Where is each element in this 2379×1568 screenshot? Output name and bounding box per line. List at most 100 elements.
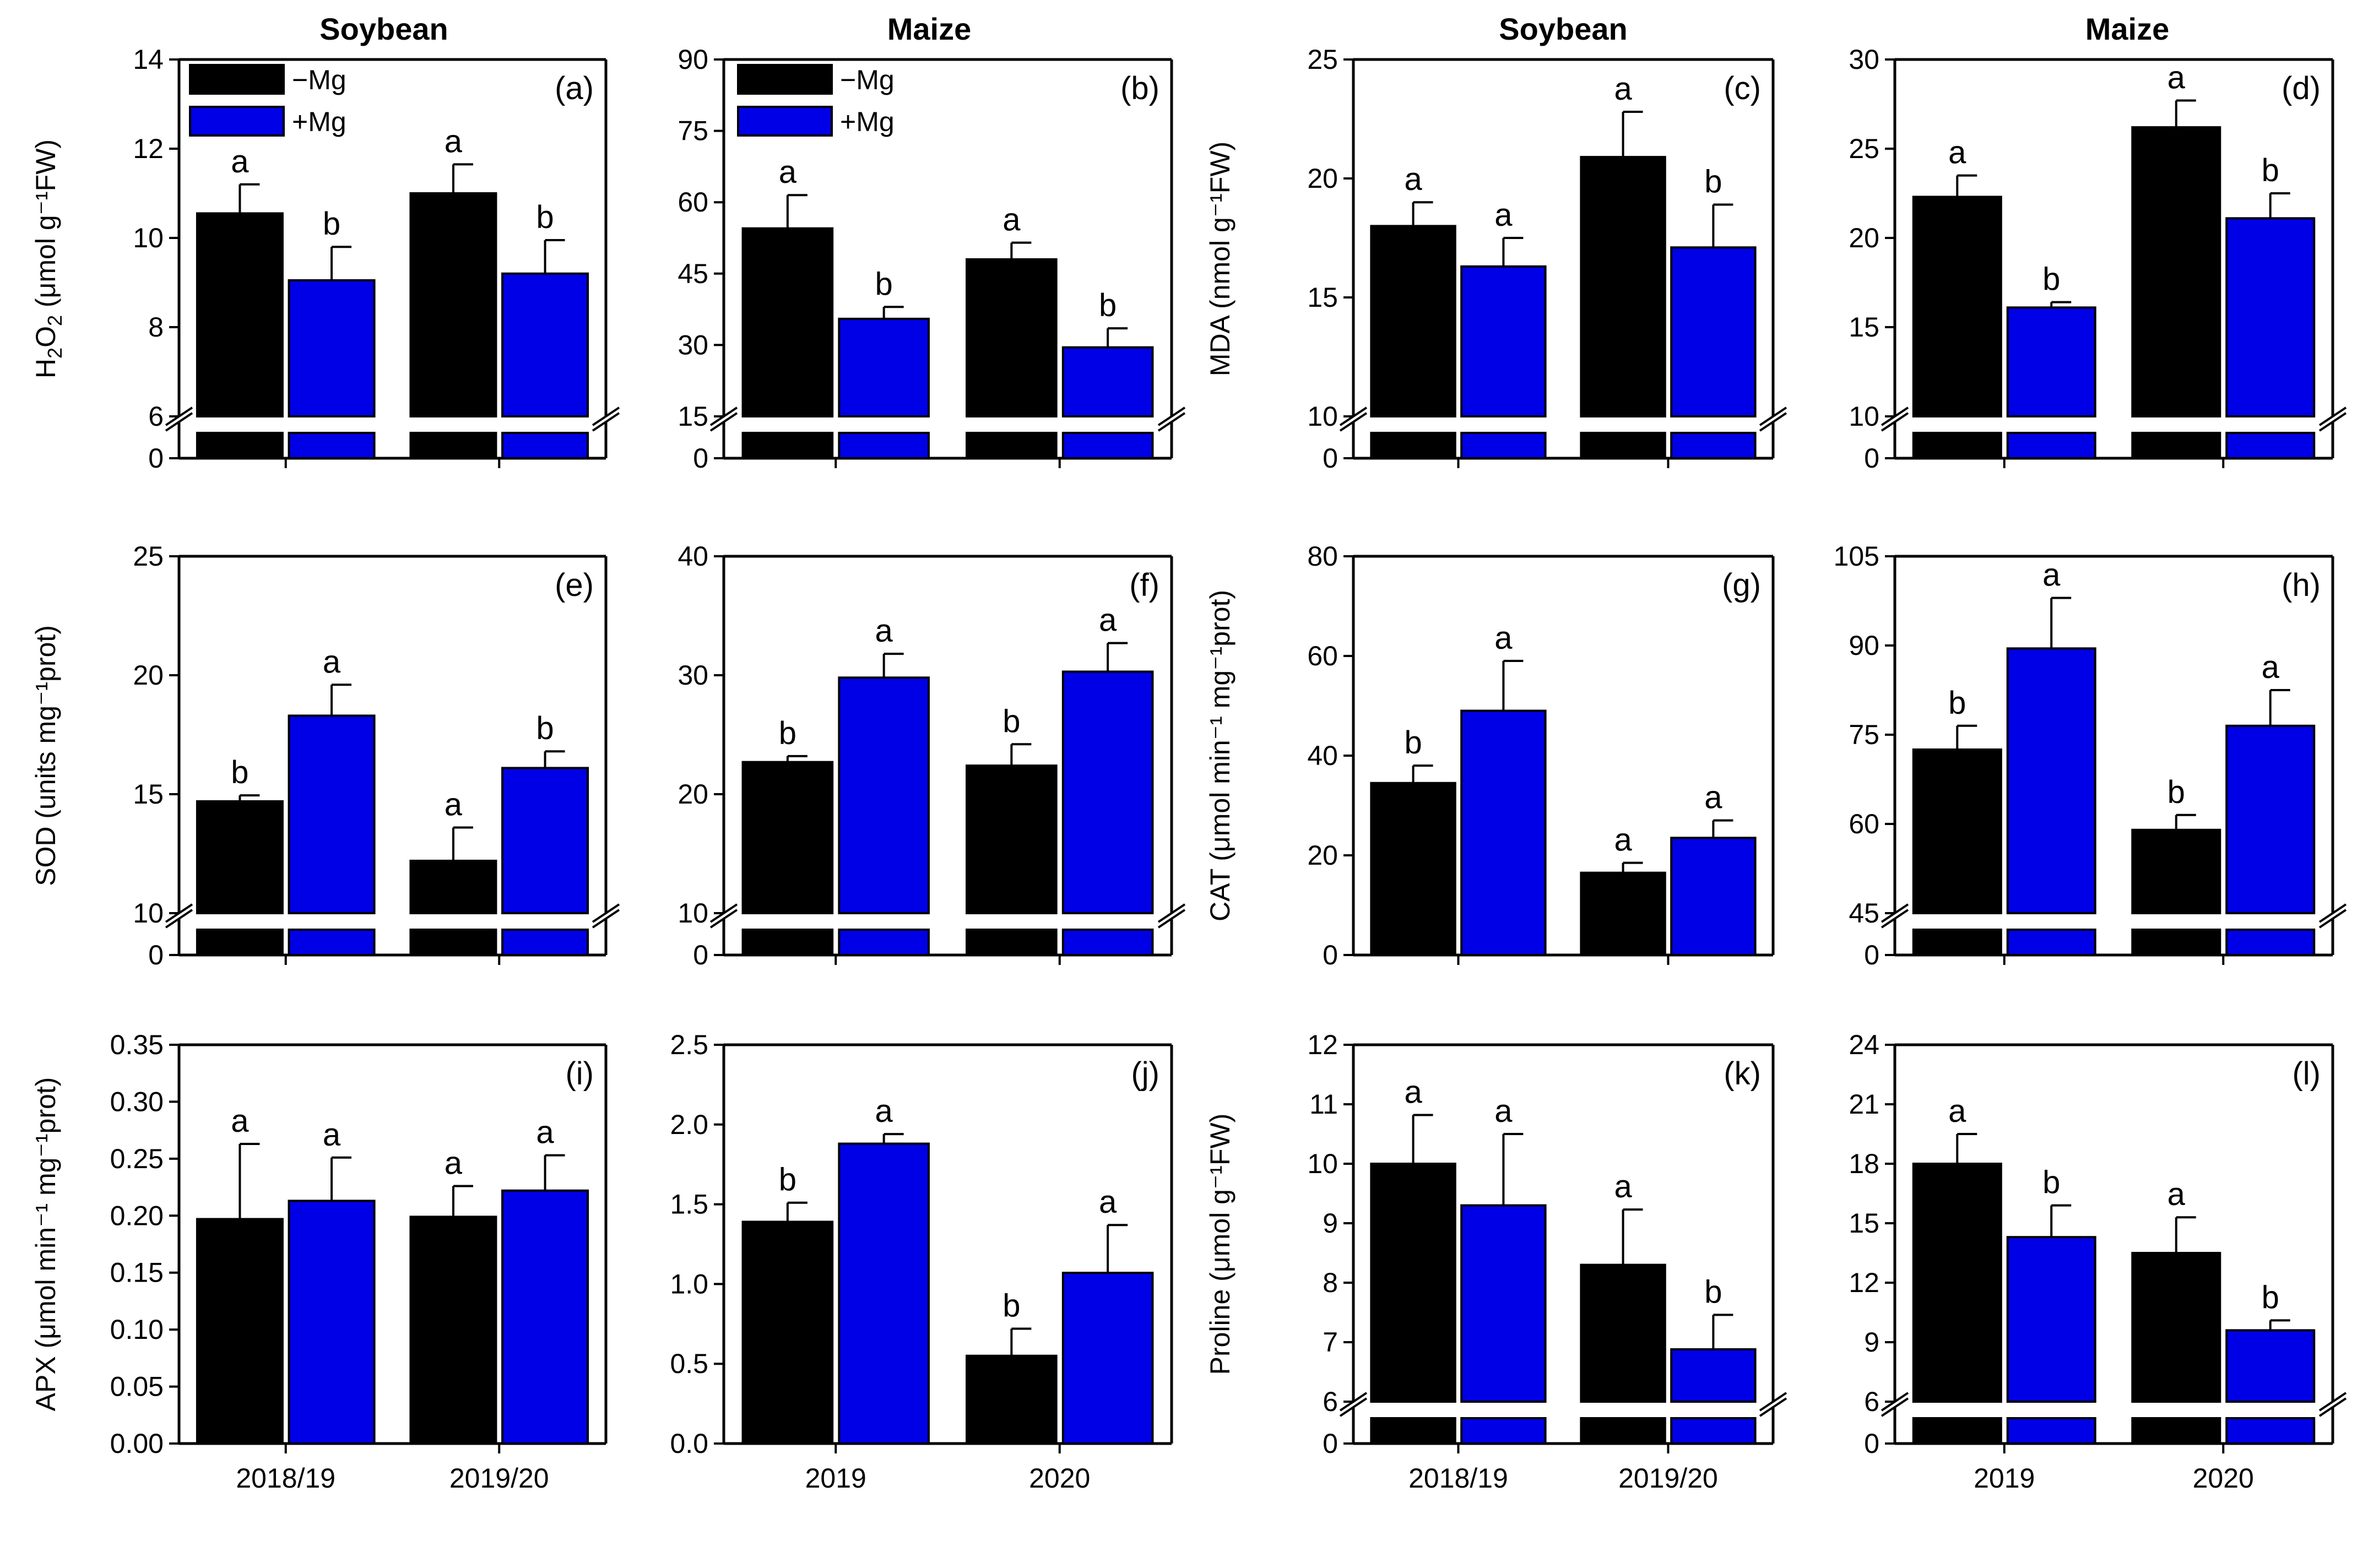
bar	[1370, 782, 1456, 957]
bar-stub	[1580, 1417, 1666, 1445]
bar-stub	[2131, 432, 2221, 459]
y-tick-label: 0	[693, 443, 708, 474]
break-mark-right	[2318, 909, 2347, 929]
y-tick-label: 15	[133, 779, 164, 810]
bar-stub	[1580, 432, 1666, 459]
significance-letter: a	[1948, 1093, 1966, 1129]
significance-letter: a	[779, 154, 797, 190]
bar	[966, 764, 1058, 915]
break-mark-left	[1881, 909, 1909, 929]
column-title-2: Maize	[887, 12, 972, 46]
bar-stub	[966, 432, 1058, 459]
y-tick-label: 0	[1864, 940, 1879, 970]
y-tick-label: 0	[1864, 1428, 1879, 1459]
y-tick-label: 6	[1323, 1386, 1338, 1417]
y-tick-label: 12	[1849, 1267, 1879, 1298]
panel-label: (d)	[2282, 70, 2321, 106]
panel-e: 10 15 20 25 0 b a a b (e) SOD (units mg⁻¹prot)	[30, 541, 622, 970]
panel-j: 0.0 0.5 1.0 1.5 2.0 2.5 2019 b a 2020 b a (j)	[670, 1029, 1173, 1494]
significance-letter: a	[1948, 135, 1966, 171]
bar	[501, 767, 589, 914]
bar-stub	[1912, 1417, 2002, 1445]
y-tick-label: 20	[678, 779, 708, 810]
y-tick-label: 40	[1307, 740, 1338, 771]
break-mark-left-gap	[1878, 417, 1911, 421]
y-tick-label: 6	[148, 401, 164, 432]
significance-letter: a	[1494, 1093, 1513, 1129]
legend-label-plus-mg: +Mg	[840, 106, 895, 137]
bar	[2006, 306, 2096, 417]
y-tick-label: 80	[1307, 541, 1338, 572]
panel-c: 10 15 20 25 0 a a a b (c) MDA (nmol g⁻¹FW)	[1205, 44, 1790, 474]
significance-letter: b	[875, 266, 893, 302]
y-tick-label: 21	[1849, 1089, 1879, 1120]
panel-h: 45 60 75 90 105 0 b a b a (h)	[1834, 541, 2349, 970]
break-mark-right	[1759, 1397, 1787, 1417]
y-tick-label: 75	[1849, 719, 1879, 750]
bar-stub	[196, 929, 284, 956]
y-tick-label: 24	[1849, 1029, 1879, 1060]
significance-letter: a	[875, 613, 893, 649]
panel-d: 10 15 20 25 30 0 a b a b (d)	[1849, 44, 2349, 474]
bar	[409, 1216, 497, 1445]
break-mark-left-gap	[162, 914, 196, 918]
bar-stub	[2225, 1417, 2316, 1445]
bar-stub	[741, 929, 834, 956]
y-tick-label: 0.15	[110, 1257, 164, 1288]
significance-letter: a	[1614, 71, 1632, 107]
bar-stub	[501, 929, 589, 956]
y-tick-label: 0.5	[670, 1348, 708, 1379]
break-mark-right	[592, 412, 620, 432]
y-tick-label: 25	[1849, 133, 1879, 164]
column-title-4: Maize	[2085, 12, 2170, 46]
bar	[1670, 837, 1757, 956]
legend-2: −Mg +Mg	[737, 64, 895, 137]
y-axis-label: H2O2 (μmol g⁻¹FW)	[30, 139, 66, 378]
y-tick-label: 1.5	[670, 1189, 708, 1220]
significance-letter: b	[1704, 1274, 1722, 1310]
y-tick-label: 60	[1849, 809, 1879, 839]
x-tick-label: 2019/20	[449, 1463, 549, 1494]
break-mark-right-gap	[1155, 914, 1188, 918]
y-tick-label: 14	[133, 44, 164, 75]
significance-letter: b	[1099, 287, 1117, 323]
y-tick-label: 1.0	[670, 1268, 708, 1299]
break-mark-right	[1759, 1392, 1787, 1412]
bar	[2131, 828, 2221, 915]
y-tick-label: 10	[1849, 401, 1879, 432]
x-tick-label: 2018/19	[1408, 1463, 1508, 1494]
bar	[741, 761, 834, 915]
panel-l: 6 9 12 15 18 21 24 0 2019 a b 2020 a b (l)	[1849, 1029, 2349, 1494]
x-tick-label: 2020	[1029, 1463, 1090, 1494]
bar	[1061, 670, 1154, 915]
break-mark-left	[165, 406, 193, 426]
significance-letter: a	[445, 786, 463, 822]
significance-letter: b	[1404, 725, 1422, 761]
significance-letter: a	[1614, 1169, 1632, 1205]
x-tick-label: 2019	[805, 1463, 866, 1494]
break-mark-left-gap	[1337, 1403, 1370, 1406]
y-tick-label: 0.10	[110, 1314, 164, 1345]
x-tick-label: 2020	[2193, 1463, 2254, 1494]
y-tick-label: 60	[678, 187, 708, 218]
y-tick-label: 30	[678, 329, 708, 360]
break-mark-right-gap	[2316, 1403, 2349, 1406]
y-tick-label: 20	[1307, 840, 1338, 871]
significance-letter: a	[875, 1093, 893, 1129]
y-tick-label: 6	[1864, 1386, 1879, 1417]
y-tick-label: 45	[1849, 898, 1879, 929]
legend-label-minus-mg: −Mg	[840, 64, 895, 95]
y-tick-label: 105	[1834, 541, 1879, 572]
bar-stub	[2131, 1417, 2221, 1445]
break-mark-left	[709, 412, 738, 432]
bar-stub	[966, 929, 1058, 956]
panel-label: (f)	[1129, 567, 1159, 603]
break-mark-left	[1339, 406, 1368, 426]
bar-stub	[2006, 1417, 2096, 1445]
break-mark-left	[1339, 1397, 1368, 1417]
bar-stub	[196, 432, 284, 459]
bar	[1370, 1163, 1456, 1403]
significance-letter: a	[1002, 202, 1021, 238]
bar	[196, 1218, 284, 1445]
break-mark-left	[1339, 412, 1368, 432]
